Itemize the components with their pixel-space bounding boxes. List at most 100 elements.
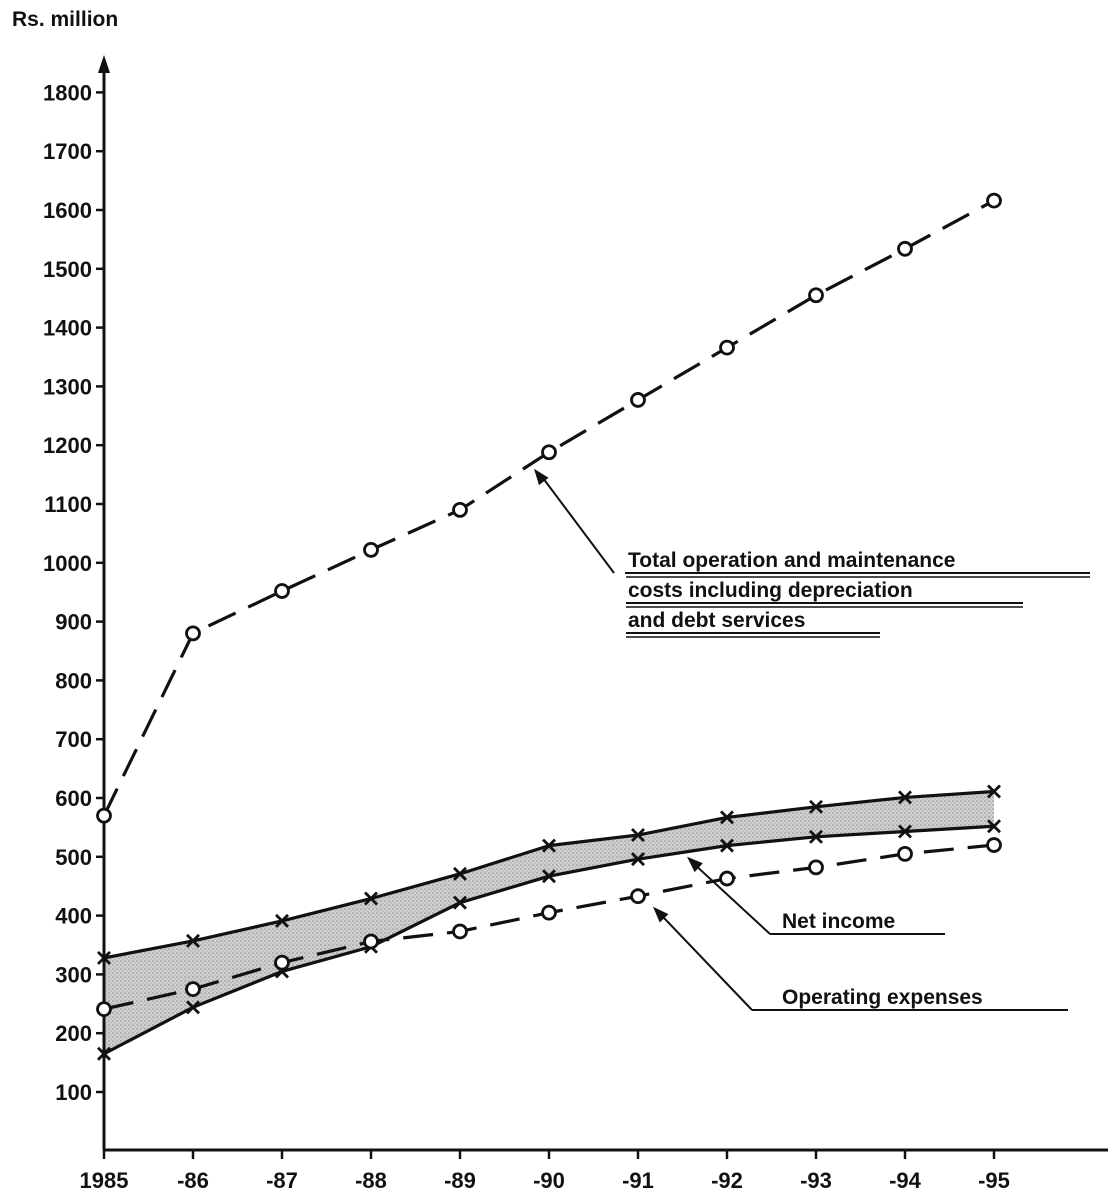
annotation-leader [541, 476, 615, 574]
data-point-x [809, 799, 823, 814]
x-tick-label: -89 [444, 1168, 476, 1193]
y-tick-label: 900 [55, 610, 92, 635]
annotation-3: Operating expenses [653, 906, 1068, 1011]
series-3 [97, 819, 1001, 1061]
data-point-circle [719, 870, 735, 887]
data-point-circle [96, 807, 112, 824]
y-axis-arrow [98, 55, 110, 73]
x-mark-stroke [987, 784, 1001, 799]
data-point-x [364, 891, 378, 906]
x-tick-label: -86 [177, 1168, 209, 1193]
data-point-circle [96, 1001, 112, 1017]
x-mark-stroke [987, 819, 1001, 834]
data-point-circle [986, 192, 1002, 209]
y-tick-label: 400 [55, 904, 92, 929]
x-mark-stroke [631, 828, 645, 843]
annotation-text: Operating expenses [782, 986, 983, 1009]
x-tick-label: -90 [533, 1168, 565, 1193]
annotation-text: Total operation and maintenance [628, 549, 956, 572]
data-point-x [97, 1046, 111, 1061]
x-tick-label: -92 [711, 1168, 743, 1193]
y-tick-label: 1500 [43, 257, 92, 282]
chart-annotations: Total operation and maintenance costs inc… [534, 468, 1090, 1011]
data-point-x [720, 810, 734, 825]
data-point-circle [897, 845, 913, 862]
x-mark-stroke [453, 895, 467, 910]
data-point-circle [719, 339, 735, 356]
series-1 [96, 192, 1002, 824]
x-mark-stroke [542, 838, 556, 853]
chart-axes: 100 200 300 400 500 600 700 800 900 1000 1100 1200 1… [43, 55, 1108, 1193]
y-tick-label: 600 [55, 786, 92, 811]
series-2 [97, 784, 1001, 965]
data-point-x [898, 790, 912, 805]
data-point-circle [630, 392, 646, 408]
x-tick-label: 1985 [80, 1168, 129, 1193]
data-point-x [720, 838, 734, 853]
series-line [102, 199, 995, 817]
y-tick-label: 100 [55, 1080, 92, 1105]
data-point-x [631, 828, 645, 843]
data-point-circle [274, 954, 290, 971]
x-mark-stroke [898, 824, 912, 839]
x-mark-stroke [809, 799, 823, 814]
data-point-circle [363, 541, 379, 558]
x-mark-stroke [275, 913, 289, 928]
y-tick-label: 700 [55, 727, 92, 752]
y-tick-label: 200 [55, 1021, 92, 1046]
data-point-circle [363, 933, 379, 950]
data-point-x [97, 950, 111, 965]
x-mark-stroke [186, 933, 200, 948]
y-tick-label: 1800 [43, 80, 92, 105]
x-tick-label: -95 [978, 1168, 1010, 1193]
x-mark-stroke [186, 1000, 200, 1015]
x-mark-stroke [364, 891, 378, 906]
y-tick-label: 1600 [43, 198, 92, 223]
data-point-circle [185, 981, 201, 997]
data-point-circle [808, 859, 824, 876]
y-tick-label: 500 [55, 845, 92, 870]
x-mark-stroke [97, 950, 111, 965]
data-point-x [542, 838, 556, 853]
data-point-x [542, 869, 556, 884]
y-tick-label: 300 [55, 962, 92, 987]
data-point-x [631, 852, 645, 867]
data-point-x [453, 866, 467, 881]
chart-series [96, 192, 1002, 1061]
x-tick-label: -91 [622, 1168, 654, 1193]
data-point-x [186, 933, 200, 948]
annotation-leader [694, 864, 771, 935]
data-point-circle [452, 923, 468, 940]
y-tick-label: 1000 [43, 551, 92, 576]
y-tick-label: 1400 [43, 316, 92, 341]
data-point-x [987, 819, 1001, 834]
annotation-arrowhead [534, 468, 549, 486]
annotation-arrowhead [653, 906, 669, 923]
y-tick-label: 1200 [43, 433, 92, 458]
data-point-x [275, 913, 289, 928]
x-mark-stroke [809, 829, 823, 844]
x-tick-label: -87 [266, 1168, 298, 1193]
x-mark-stroke [720, 810, 734, 825]
x-mark-stroke [453, 866, 467, 881]
y-tick-label: 800 [55, 668, 92, 693]
data-point-circle [630, 888, 646, 905]
y-tick-label: 1100 [44, 492, 92, 517]
data-point-x [809, 829, 823, 844]
data-point-x [987, 784, 1001, 799]
data-point-circle [185, 625, 201, 642]
annotation-text: and debt services [628, 609, 805, 632]
data-point-circle [986, 837, 1002, 853]
annotation-arrowhead [687, 856, 703, 873]
annotation-leader [660, 914, 753, 1011]
data-point-x [186, 1000, 200, 1015]
annotation-text: costs including depreciation [628, 579, 913, 602]
y-tick-label: 1700 [43, 139, 92, 164]
x-mark-stroke [631, 852, 645, 867]
annotation-2: Net income [687, 856, 945, 935]
x-mark-stroke [720, 838, 734, 853]
x-tick-label: -88 [355, 1168, 387, 1193]
annotation-1: Total operation and maintenance costs inc… [534, 468, 1090, 638]
data-point-circle [452, 501, 468, 518]
